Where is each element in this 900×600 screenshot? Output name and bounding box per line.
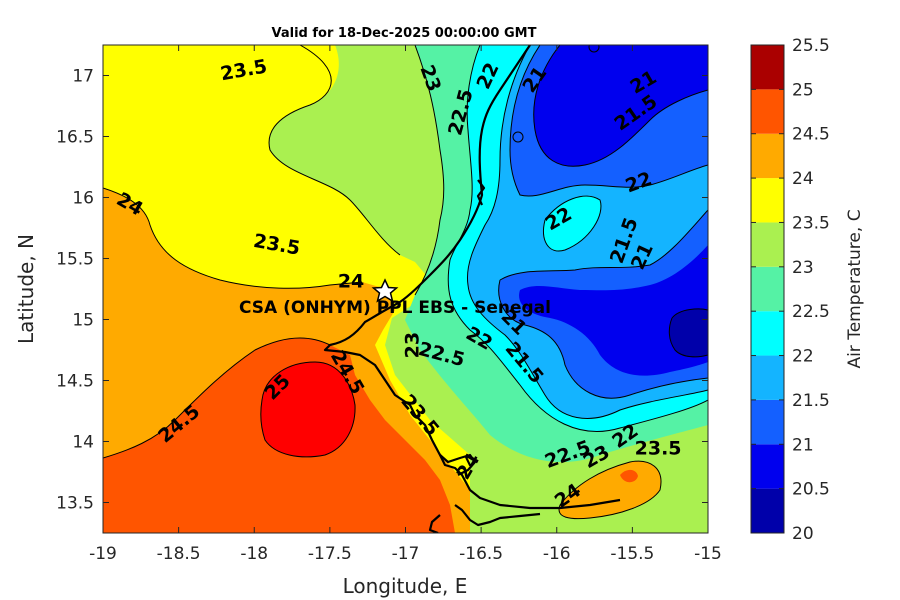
colorbar-tick-label: 20.5: [792, 480, 830, 500]
y-tick-label: 15.5: [56, 250, 94, 270]
colorbar-swatch: [751, 45, 784, 90]
colorbar-tick-label: 21: [792, 435, 814, 455]
y-tick-label: 15: [72, 311, 94, 331]
contour-field: [103, 45, 708, 533]
colorbar-swatch: [751, 399, 784, 445]
colorbar-label: Air Temperature, C: [845, 209, 865, 368]
y-axis-ticks: 13.5 14 14.5 15 15.5 16 16.5 17: [56, 67, 708, 514]
x-tick-label: -18.5: [157, 544, 201, 564]
colorbar-tick-label: 23: [792, 258, 814, 278]
y-tick-label: 14: [72, 433, 94, 453]
contour-lines: [103, 45, 708, 520]
colorbar-swatch: [751, 444, 784, 489]
y-tick-label: 17: [72, 67, 94, 87]
colorbar-swatch: [751, 266, 784, 312]
y-tick-label: 14.5: [56, 372, 94, 392]
colorbar-swatch: [751, 222, 784, 267]
band-22-0-island: [543, 196, 601, 251]
x-tick-label: -16: [543, 544, 571, 564]
band-20-0-fill: [669, 308, 708, 357]
colorbar-tick-label: 23.5: [792, 213, 830, 233]
colorbar-frame: [750, 44, 785, 534]
colorbar-tick-label: 20: [792, 524, 814, 544]
x-tick-label: -15: [694, 544, 722, 564]
x-tick-label: -18: [240, 544, 268, 564]
colorbar-swatch: [751, 178, 784, 223]
band-20-5-fill: [519, 45, 708, 376]
contour-label: 23.5: [635, 438, 682, 460]
x-tick-label: -16.5: [459, 544, 503, 564]
y-tick-label: 16.5: [56, 128, 94, 148]
x-tick-label: -17.5: [308, 544, 352, 564]
colorbar-swatch: [751, 133, 784, 179]
colorbar-swatch: [751, 355, 784, 400]
colorbar-tick-label: 25: [792, 80, 814, 100]
x-tick-label: -15.5: [610, 544, 654, 564]
colorbar-swatch: [751, 311, 784, 356]
site-label: CSA (ONHYM) PPL EBS - Senegal: [239, 298, 551, 318]
colorbar: 20 20.5 21 21.5 22 22.5 23 23.5 24 24.5 25 25.5: [750, 36, 830, 544]
y-tick-label: 13.5: [56, 494, 94, 514]
site-star-icon: [371, 278, 399, 303]
contour-label: 24: [338, 270, 364, 292]
y-axis-label: Latitude, N: [14, 234, 38, 344]
y-tick-label: 16: [72, 189, 94, 209]
map-title: Valid for 18-Dec-2025 00:00:00 GMT: [272, 26, 537, 41]
colorbar-tick-label: 22.5: [792, 302, 830, 322]
band-25-0-fill: [260, 362, 356, 457]
colorbar-swatch: [751, 89, 784, 134]
colorbar-tick-label: 25.5: [792, 36, 830, 56]
colorbar-tick-label: 24: [792, 169, 814, 189]
x-axis-ticks: -19 -18.5 -18 -17.5 -17 -16.5 -16 -15.5 -15: [89, 45, 722, 564]
colorbar-tick-label: 24.5: [792, 125, 830, 145]
colorbar-tick-label: 22: [792, 347, 814, 367]
colorbar-tick-label: 21.5: [792, 391, 830, 411]
x-tick-label: -17: [392, 544, 420, 564]
coastline: [323, 45, 621, 533]
x-axis-label: Longitude, E: [343, 574, 468, 598]
colorbar-swatch: [751, 488, 784, 533]
contour-label: 23: [402, 332, 424, 358]
band-24-5-southeast: [620, 469, 638, 483]
x-tick-label: -19: [89, 544, 117, 564]
